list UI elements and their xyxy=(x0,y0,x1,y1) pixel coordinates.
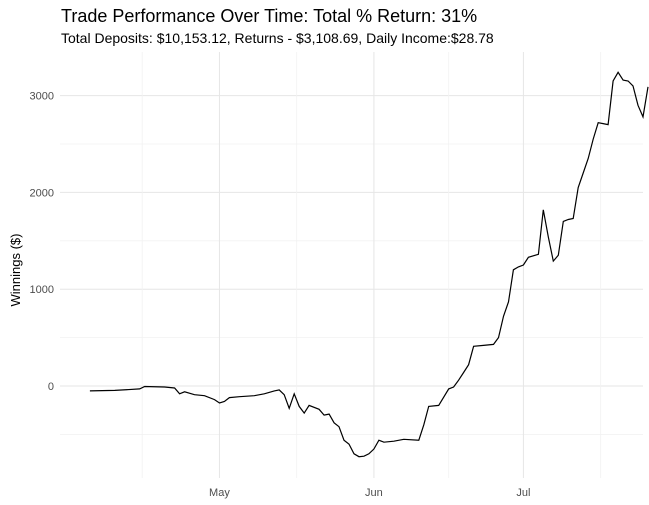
chart-subtitle: Total Deposits: $10,153.12, Returns - $3… xyxy=(61,30,494,46)
tick-labels: May Jun Jul 0 1000 2000 3000 xyxy=(30,91,531,499)
x-tick-label: Jun xyxy=(365,487,383,499)
gridlines xyxy=(60,52,643,478)
y-tick-label: 2000 xyxy=(30,187,54,199)
y-axis-title: Winnings ($) xyxy=(8,234,23,307)
y-tick-label: 0 xyxy=(48,381,54,393)
y-tick-label: 3000 xyxy=(30,91,54,103)
chart-title: Trade Performance Over Time: Total % Ret… xyxy=(61,6,478,26)
winnings-line xyxy=(89,71,649,458)
x-tick-label: Jul xyxy=(516,487,530,499)
y-tick-label: 1000 xyxy=(30,284,54,296)
x-tick-label: May xyxy=(209,487,230,499)
